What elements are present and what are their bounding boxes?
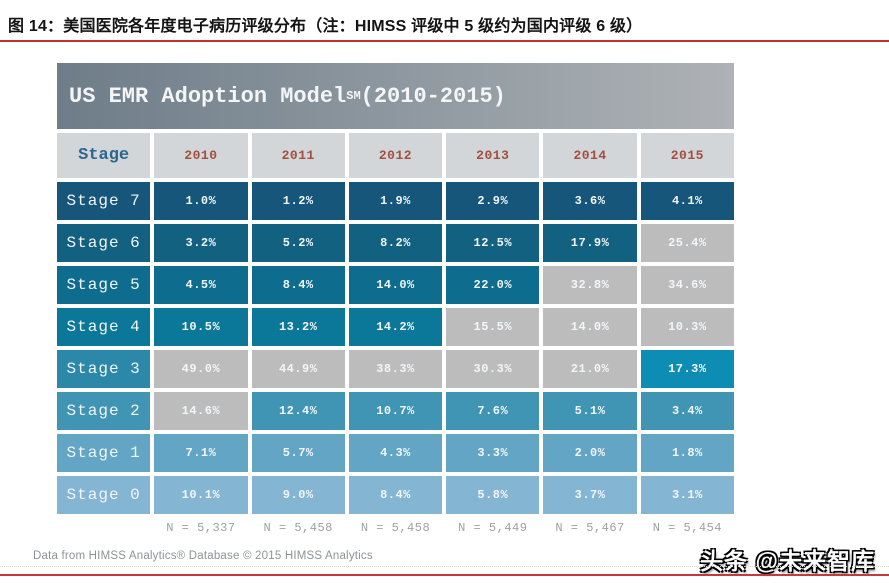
percentage-cell: 14.0% — [348, 266, 443, 304]
dotted-divider — [0, 566, 889, 567]
figure-caption: 图 14：美国医院各年度电子病历评级分布（注：HIMSS 评级中 5 级约为国内… — [8, 18, 643, 35]
percentage-cell: 5.1% — [543, 392, 637, 430]
percentage-cell: 1.8% — [640, 434, 734, 472]
stage-row-label: Stage 5 — [57, 266, 151, 304]
percentage-cell: 8.2% — [348, 224, 443, 262]
header-year-2013: 2013 — [446, 133, 540, 178]
percentage-cell: 3.6% — [543, 182, 637, 220]
percentage-cell: 8.4% — [348, 476, 443, 514]
percentage-cell: 2.9% — [446, 182, 540, 220]
percentage-cell: 8.4% — [251, 266, 345, 304]
n-2014: N = 5,467 — [555, 521, 625, 535]
percentage-cell: 17.9% — [543, 224, 637, 262]
percentage-cell: 5.7% — [251, 434, 345, 472]
caption-underline — [0, 40, 889, 42]
header-stage: Stage — [57, 133, 151, 178]
table-body: Stage 7 1.0% 1.2% 1.9% 2.9% 3.6% 4.1% Stage 6 3.… — [57, 182, 734, 514]
percentage-cell: 3.2% — [154, 224, 248, 262]
percentage-cell: 12.4% — [251, 392, 345, 430]
percentage-cell: 14.0% — [543, 308, 637, 346]
table-title-banner: US EMR Adoption Model SM (2010-2015) — [57, 63, 734, 129]
percentage-cell: 14.6% — [154, 392, 248, 430]
percentage-cell: 21.0% — [543, 350, 637, 388]
percentage-cell: 4.5% — [154, 266, 248, 304]
percentage-cell: 2.0% — [543, 434, 637, 472]
percentage-cell: 7.1% — [154, 434, 248, 472]
n-2012: N = 5,458 — [360, 521, 431, 535]
percentage-cell: 5.8% — [446, 476, 540, 514]
n-2015: N = 5,454 — [652, 521, 722, 535]
stage-row-label: Stage 2 — [57, 392, 151, 430]
sample-size-row: N = 5,337 N = 5,458 N = 5,458 N = 5,449 … — [57, 517, 734, 539]
percentage-cell: 32.8% — [543, 266, 637, 304]
percentage-cell: 5.2% — [251, 224, 345, 262]
percentage-cell: 1.0% — [154, 182, 248, 220]
stage-row-label: Stage 1 — [57, 434, 151, 472]
percentage-cell: 38.3% — [348, 350, 443, 388]
header-year-2010: 2010 — [154, 133, 248, 178]
percentage-cell: 7.6% — [446, 392, 540, 430]
toutiao-watermark: 头条 @未来智库 — [700, 548, 875, 574]
percentage-cell: 25.4% — [640, 224, 734, 262]
n-2011: N = 5,458 — [263, 521, 333, 535]
percentage-cell: 49.0% — [154, 350, 248, 388]
percentage-cell: 1.2% — [251, 182, 345, 220]
header-year-2015: 2015 — [640, 133, 734, 178]
stage-row-label: Stage 4 — [57, 308, 151, 346]
percentage-cell: 10.3% — [640, 308, 734, 346]
percentage-cell: 14.2% — [348, 308, 443, 346]
percentage-cell: 1.9% — [348, 182, 443, 220]
percentage-cell: 3.4% — [640, 392, 734, 430]
header-year-2012: 2012 — [348, 133, 443, 178]
percentage-cell: 22.0% — [446, 266, 540, 304]
percentage-cell: 12.5% — [446, 224, 540, 262]
header-year-2011: 2011 — [251, 133, 345, 178]
emr-adoption-table: US EMR Adoption Model SM (2010-2015) Stag… — [57, 63, 734, 539]
percentage-cell: 44.9% — [251, 350, 345, 388]
stage-row-label: Stage 0 — [57, 476, 151, 514]
stage-row-label: Stage 6 — [57, 224, 151, 262]
bottom-red-rule — [0, 574, 889, 576]
percentage-cell: 4.3% — [348, 434, 443, 472]
table-title: US EMR Adoption Model — [69, 83, 347, 109]
n-row-spacer — [57, 517, 150, 539]
percentage-cell: 9.0% — [251, 476, 345, 514]
stage-row-label: Stage 7 — [57, 182, 151, 220]
percentage-cell: 3.7% — [543, 476, 637, 514]
percentage-cell: 15.5% — [446, 308, 540, 346]
percentage-cell: 10.1% — [154, 476, 248, 514]
stage-row-label: Stage 3 — [57, 350, 151, 388]
n-2013: N = 5,449 — [458, 521, 528, 535]
percentage-cell: 10.5% — [154, 308, 248, 346]
table-header-row: Stage 2010 2011 2012 2013 2014 2015 — [57, 133, 734, 178]
percentage-cell: 4.1% — [640, 182, 734, 220]
percentage-cell: 30.3% — [446, 350, 540, 388]
percentage-cell: 17.3% — [640, 350, 734, 388]
percentage-cell: 13.2% — [251, 308, 345, 346]
percentage-cell: 3.3% — [446, 434, 540, 472]
percentage-cell: 34.6% — [640, 266, 734, 304]
data-source-note: Data from HIMSS Analytics® Database © 20… — [33, 550, 373, 562]
header-year-2014: 2014 — [543, 133, 637, 178]
percentage-cell: 10.7% — [348, 392, 443, 430]
table-title-range: (2010-2015) — [360, 83, 506, 109]
n-2010: N = 5,337 — [166, 521, 236, 535]
percentage-cell: 3.1% — [640, 476, 734, 514]
